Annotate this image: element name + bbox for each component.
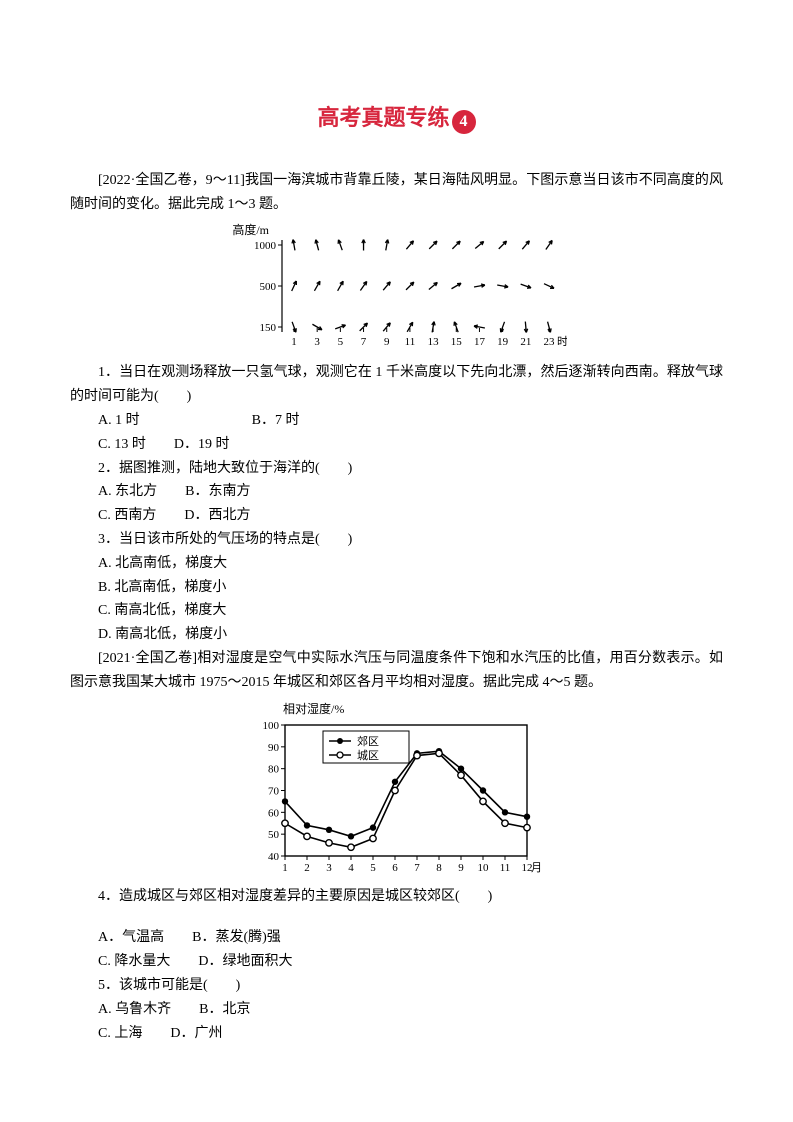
svg-text:500: 500 bbox=[259, 281, 276, 293]
intro-2: [2021·全国乙卷]相对湿度是空气中实际水汽压与同温度条件下饱和水汽压的比值，… bbox=[70, 647, 723, 695]
svg-text:21: 21 bbox=[520, 336, 531, 348]
q3-c: C. 南高北低，梯度大 bbox=[70, 599, 723, 623]
q1-d: D．19 时 bbox=[174, 437, 230, 452]
q4-a: A．气温高 bbox=[98, 930, 164, 945]
svg-text:17: 17 bbox=[473, 336, 485, 348]
wind-height-chart: 高度/m10005001501357911131517192123时 bbox=[227, 222, 567, 352]
svg-text:时: 时 bbox=[557, 335, 567, 348]
figure-2: 相对湿度/%405060708090100123456789101112月郊区城… bbox=[70, 701, 723, 881]
figure-1: 高度/m10005001501357911131517192123时 bbox=[70, 222, 723, 357]
q4-d: D．绿地面积大 bbox=[198, 954, 292, 969]
svg-text:8: 8 bbox=[436, 862, 442, 874]
q2-d: D．西北方 bbox=[184, 508, 250, 523]
humidity-line-chart: 相对湿度/%405060708090100123456789101112月郊区城… bbox=[247, 701, 547, 876]
q1-c: C. 13 时 bbox=[98, 437, 146, 452]
q5-d: D．广州 bbox=[170, 1026, 222, 1041]
svg-text:3: 3 bbox=[326, 862, 332, 874]
svg-text:13: 13 bbox=[427, 336, 439, 348]
svg-text:9: 9 bbox=[458, 862, 464, 874]
svg-text:月: 月 bbox=[531, 862, 542, 874]
svg-text:9: 9 bbox=[383, 336, 389, 348]
q5-a: A. 乌鲁木齐 bbox=[98, 1002, 171, 1017]
svg-text:50: 50 bbox=[268, 829, 280, 841]
svg-text:5: 5 bbox=[337, 336, 343, 348]
q4-b: B．蒸发(腾)强 bbox=[192, 930, 281, 945]
q3-a: A. 北高南低，梯度大 bbox=[70, 552, 723, 576]
q3-d: D. 南高北低，梯度小 bbox=[70, 623, 723, 647]
svg-text:23: 23 bbox=[543, 336, 555, 348]
q1-b: B．7 时 bbox=[252, 413, 300, 428]
svg-text:3: 3 bbox=[314, 336, 320, 348]
svg-text:郊区: 郊区 bbox=[357, 735, 379, 748]
svg-text:60: 60 bbox=[268, 807, 280, 819]
svg-text:70: 70 bbox=[268, 785, 280, 797]
q2-c: C. 西南方 bbox=[98, 508, 156, 523]
q4-stem: 4．造成城区与郊区相对湿度差异的主要原因是城区较郊区( ) bbox=[70, 885, 723, 909]
q1-stem: 1．当日在观测场释放一只氢气球，观测它在 1 千米高度以下先向北漂，然后逐渐转向… bbox=[70, 361, 723, 409]
svg-text:2: 2 bbox=[304, 862, 310, 874]
svg-text:7: 7 bbox=[414, 862, 420, 874]
q5-b: B．北京 bbox=[199, 1002, 250, 1017]
svg-text:80: 80 bbox=[268, 763, 280, 775]
q5-c: C. 上海 bbox=[98, 1026, 142, 1041]
q2-a: A. 东北方 bbox=[98, 484, 157, 499]
intro-1: [2022·全国乙卷，9～11]我国一海滨城市背靠丘陵，某日海陆风明显。下图示意… bbox=[70, 169, 723, 217]
q5-stem: 5．该城市可能是( ) bbox=[70, 974, 723, 998]
svg-text:150: 150 bbox=[259, 322, 276, 334]
svg-text:高度/m: 高度/m bbox=[232, 222, 269, 237]
title-text: 高考真题专练 bbox=[317, 105, 449, 130]
svg-text:6: 6 bbox=[392, 862, 398, 874]
title-badge: 4 bbox=[452, 110, 476, 134]
q3-b: B. 北高南低，梯度小 bbox=[70, 576, 723, 600]
svg-text:4: 4 bbox=[348, 862, 354, 874]
svg-text:7: 7 bbox=[360, 336, 366, 348]
svg-text:相对湿度/%: 相对湿度/% bbox=[283, 701, 344, 716]
svg-text:15: 15 bbox=[450, 336, 462, 348]
svg-text:11: 11 bbox=[404, 336, 415, 348]
svg-text:11: 11 bbox=[499, 862, 510, 874]
q2-b: B．东南方 bbox=[185, 484, 250, 499]
svg-text:10: 10 bbox=[477, 862, 489, 874]
svg-text:40: 40 bbox=[268, 851, 280, 863]
svg-text:1: 1 bbox=[291, 336, 297, 348]
svg-text:100: 100 bbox=[262, 720, 279, 732]
svg-text:城区: 城区 bbox=[357, 749, 379, 762]
svg-text:5: 5 bbox=[370, 862, 376, 874]
svg-text:1: 1 bbox=[282, 862, 288, 874]
page-title: 高考真题专练4 bbox=[70, 100, 723, 134]
q4-c: C. 降水量大 bbox=[98, 954, 170, 969]
svg-text:1000: 1000 bbox=[254, 240, 277, 252]
svg-text:19: 19 bbox=[497, 336, 509, 348]
svg-text:90: 90 bbox=[268, 741, 280, 753]
q2-stem: 2．据图推测，陆地大致位于海洋的( ) bbox=[70, 457, 723, 481]
q1-a: A. 1 时 bbox=[98, 413, 140, 428]
q3-stem: 3．当日该市所处的气压场的特点是( ) bbox=[70, 528, 723, 552]
